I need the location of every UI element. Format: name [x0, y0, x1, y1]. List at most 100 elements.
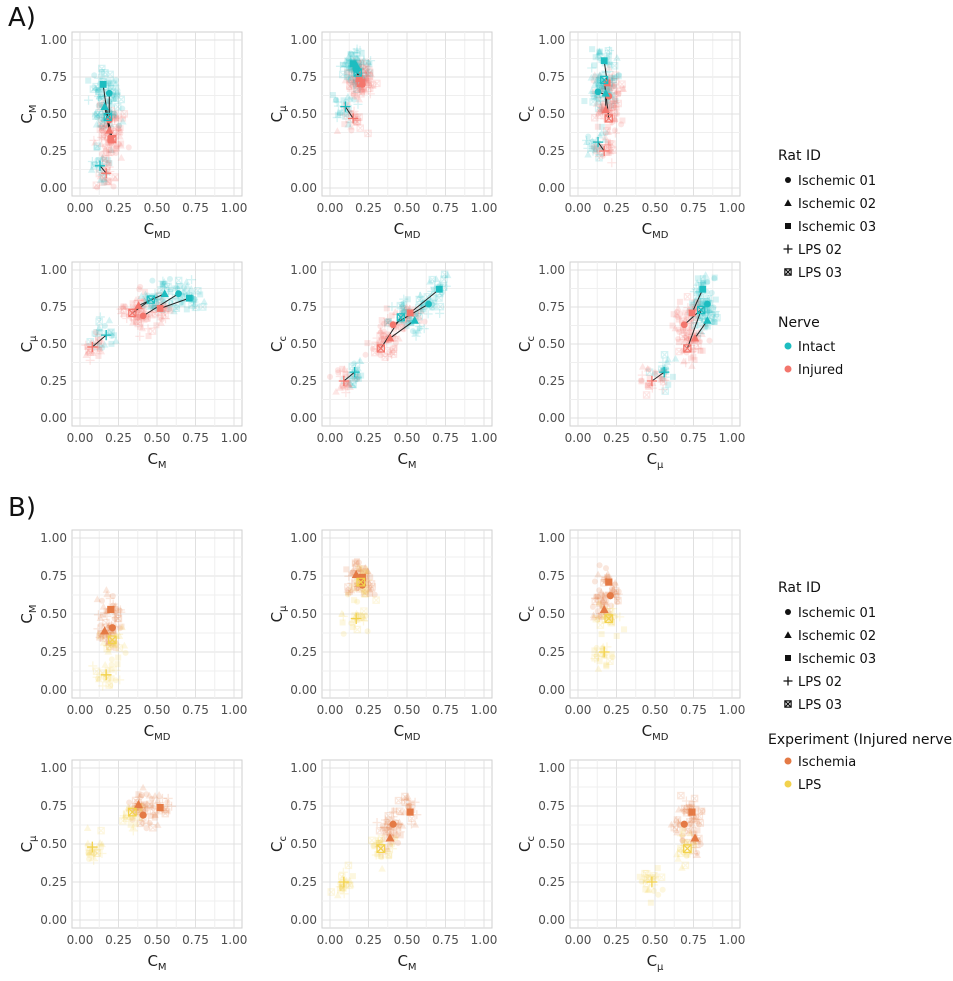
legend-label: LPS 03	[798, 266, 842, 281]
cloud-point	[607, 73, 614, 80]
cloud-point	[688, 817, 695, 824]
mean-marker	[406, 808, 414, 816]
cloud-point	[611, 88, 620, 96]
injured-mean-marker	[101, 168, 112, 179]
cloud-point	[341, 121, 348, 128]
mean-marker	[156, 803, 164, 812]
legend-shape-mark	[784, 268, 792, 276]
cloud-point	[339, 889, 349, 899]
cloud-point	[415, 312, 424, 321]
cloud-point	[609, 585, 616, 592]
cloud-point	[689, 821, 697, 829]
x-tick-label: 0.75	[432, 431, 459, 445]
mean-marker	[100, 669, 112, 681]
cloud-point	[117, 309, 127, 319]
cloud-point	[117, 153, 126, 161]
cloud-point	[356, 356, 364, 364]
cloud-point	[366, 81, 374, 89]
cloud-point	[174, 276, 183, 285]
cloud-point	[334, 891, 342, 899]
cloud-point	[115, 605, 125, 615]
cloud-point	[99, 134, 106, 141]
cloud-point	[611, 98, 621, 108]
cloud-point	[613, 633, 620, 640]
cloud-point	[645, 382, 652, 389]
cloud-point	[87, 156, 97, 166]
cloud-point	[391, 831, 398, 838]
cloud-point	[96, 329, 103, 336]
cloud-point	[594, 151, 604, 161]
cloud-point	[352, 119, 359, 126]
cloud-point	[115, 125, 122, 132]
x-tick-label: 1.00	[221, 703, 248, 717]
legend-shape-mark	[785, 223, 791, 229]
cloud-point	[409, 328, 416, 335]
cloud-point	[704, 294, 713, 302]
cloud-point	[89, 135, 99, 145]
legend-a-rat-lps02: LPS 02	[783, 243, 842, 258]
cloud-point	[336, 384, 344, 391]
cloud-point	[360, 589, 369, 597]
cloud-point	[367, 585, 376, 592]
cloud-point	[343, 587, 353, 597]
cloud-point	[86, 855, 93, 862]
cloud-point	[685, 838, 694, 846]
x-tick-label: 0.75	[432, 703, 459, 717]
cloud-point	[100, 156, 108, 165]
cloud-point	[99, 127, 106, 134]
cloud-point	[592, 146, 599, 153]
scatter-plots: 0.000.000.250.250.500.500.750.751.001.00…	[18, 31, 745, 973]
legend-a-nerve-injured: Injured	[784, 363, 843, 378]
y-tick-label: 0.75	[290, 799, 317, 813]
cloud-point	[386, 853, 393, 860]
cloud-point	[110, 332, 117, 339]
cloud-point	[594, 109, 603, 117]
cloud-point	[141, 801, 148, 808]
cloud-point	[101, 322, 108, 329]
cloud-point	[615, 71, 622, 78]
intact-mean-marker	[697, 305, 706, 315]
mean-marker	[385, 833, 395, 842]
injured-mean-marker	[406, 309, 414, 317]
cloud-point	[674, 309, 681, 316]
cloud-point	[95, 317, 103, 326]
cloud-point	[607, 74, 617, 84]
cloud-point	[614, 90, 621, 97]
cloud-point	[673, 816, 682, 824]
cloud-point	[137, 809, 144, 816]
x-axis-label: CMD	[394, 722, 421, 743]
cloud-point	[105, 178, 112, 185]
cloud-point	[379, 825, 386, 832]
cloud-point	[650, 887, 657, 894]
mean-marker	[351, 569, 361, 579]
y-axis-label: Cc	[268, 336, 289, 352]
x-tick-label: 0.00	[317, 933, 344, 947]
x-tick-label: 0.75	[680, 201, 707, 215]
connector-line	[597, 141, 605, 152]
cloud-point	[355, 559, 362, 566]
cloud-point	[159, 281, 166, 288]
cloud-point	[598, 631, 605, 638]
y-axis-label: Cμ	[268, 105, 289, 122]
cloud-point	[105, 157, 112, 164]
cloud-point	[342, 61, 352, 71]
cloud-point	[362, 62, 371, 70]
cloud-point	[605, 63, 613, 71]
cloud-point	[679, 357, 688, 365]
cloud-point	[191, 303, 200, 312]
y-tick-label: 0.00	[40, 411, 67, 425]
y-tick-label: 1.00	[290, 263, 317, 277]
cloud-point	[610, 83, 617, 90]
cloud-point	[603, 140, 613, 150]
mean-marker	[646, 876, 658, 888]
cloud-point	[139, 295, 148, 303]
cloud-point	[100, 611, 107, 618]
cloud-point	[713, 313, 721, 322]
cloud-point	[606, 147, 613, 154]
cloud-point	[148, 310, 156, 319]
cloud-point	[395, 839, 402, 846]
cloud-point	[698, 330, 706, 337]
cloud-point	[200, 297, 208, 305]
cloud-point	[399, 322, 409, 332]
cloud-point	[614, 99, 622, 108]
